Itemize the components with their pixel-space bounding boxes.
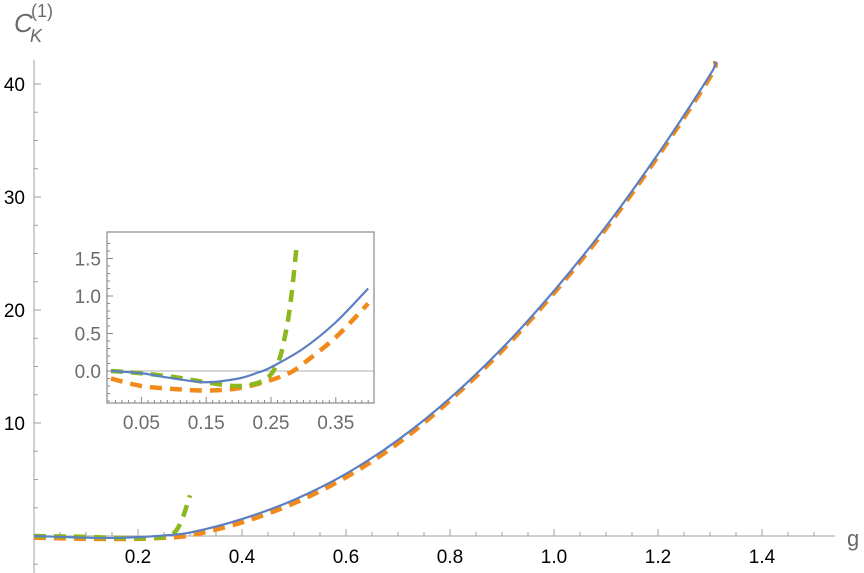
series-exact [33, 60, 717, 540]
inset-x-tick-label: 0.25 [253, 413, 290, 434]
y-axis-label-superscript: (1) [31, 1, 53, 21]
y-axis-label: C K (1) [14, 1, 53, 46]
inset-x-tick-label: 0.05 [123, 413, 160, 434]
x-axis-ticks: 0.2 0.4 0.6 0.8 1.0 1.2 1.4 [59, 529, 815, 568]
inset-series-exact [110, 287, 369, 384]
y-tick-label: 20 [4, 301, 25, 322]
x-tick-label: 0.8 [437, 547, 463, 568]
y-tick-label: 40 [4, 75, 25, 96]
inset-plot: 0.05 0.15 0.25 0.35 0.0 0.5 1.0 1.5 [75, 231, 375, 434]
inset-y-tick-label: 1.5 [75, 250, 101, 271]
y-axis-label-subscript: K [30, 26, 43, 46]
inset-y-tick-label: 1.0 [75, 287, 101, 308]
y-tick-label: 10 [4, 414, 25, 435]
x-tick-label: 1.2 [645, 547, 671, 568]
x-tick-label: 1.4 [749, 547, 776, 568]
x-tick-label: 0.4 [229, 547, 256, 568]
inset-y-tick-label: 0.5 [75, 325, 101, 346]
inset-x-tick-label: 0.35 [317, 413, 354, 434]
inset-y-ticks: 0.0 0.5 1.0 1.5 [75, 243, 113, 402]
inset-y-tick-label: 0.0 [75, 362, 101, 383]
series-approx-2 [33, 494, 193, 541]
main-axes: 0.2 0.4 0.6 0.8 1.0 1.2 1.4 10 20 30 40 [4, 60, 835, 573]
inset-x-tick-label: 0.15 [188, 413, 225, 434]
main-plot-series [33, 60, 719, 542]
x-axis-label: g [847, 526, 859, 551]
inset-x-ticks: 0.05 0.15 0.25 0.35 [114, 397, 369, 434]
x-tick-label: 0.2 [125, 547, 151, 568]
y-axis-label-main: C [14, 8, 33, 38]
y-axis-ticks: 10 20 30 40 [4, 75, 41, 565]
y-tick-label: 30 [4, 188, 25, 209]
inset-plot-series [110, 243, 370, 393]
x-tick-label: 1.0 [541, 547, 567, 568]
x-tick-label: 0.6 [333, 547, 359, 568]
